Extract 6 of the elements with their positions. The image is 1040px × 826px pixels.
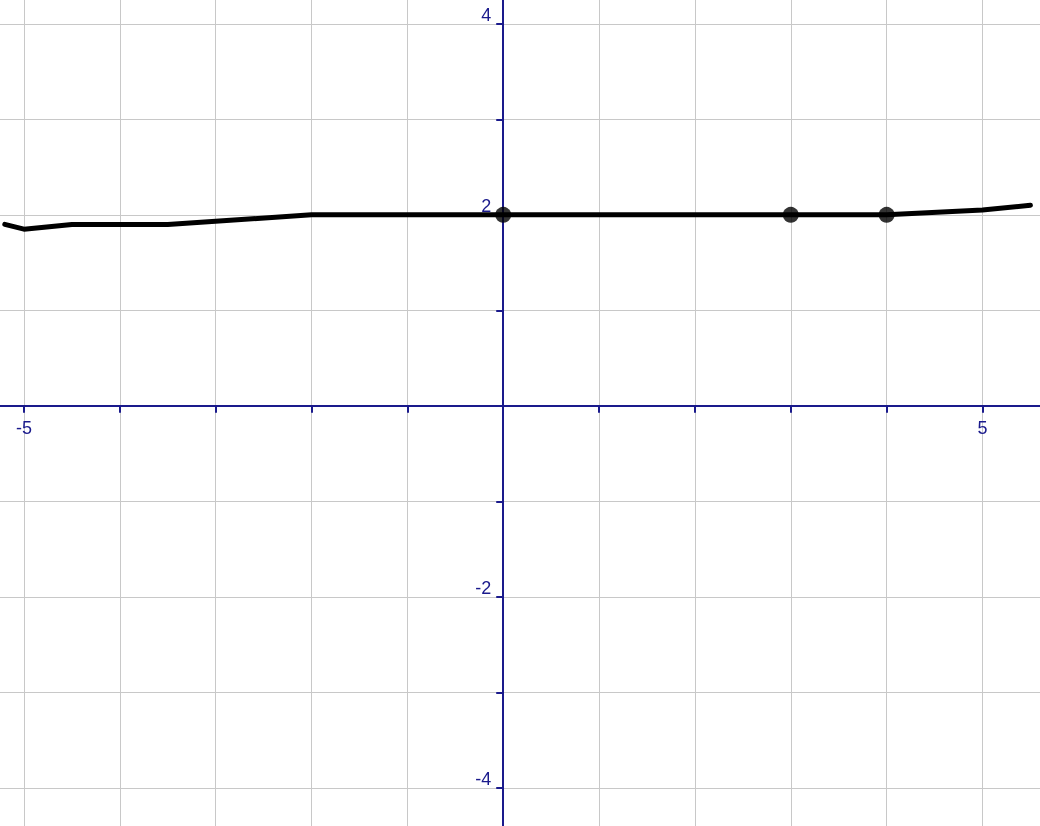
y-tick-label: -4 <box>475 768 492 789</box>
y-tick-label: 2 <box>481 195 492 216</box>
x-tick-label: -5 <box>15 418 32 439</box>
y-tick-label: -2 <box>475 577 492 598</box>
x-tick-label: 5 <box>977 418 988 439</box>
y-tick-label: 4 <box>481 4 492 25</box>
